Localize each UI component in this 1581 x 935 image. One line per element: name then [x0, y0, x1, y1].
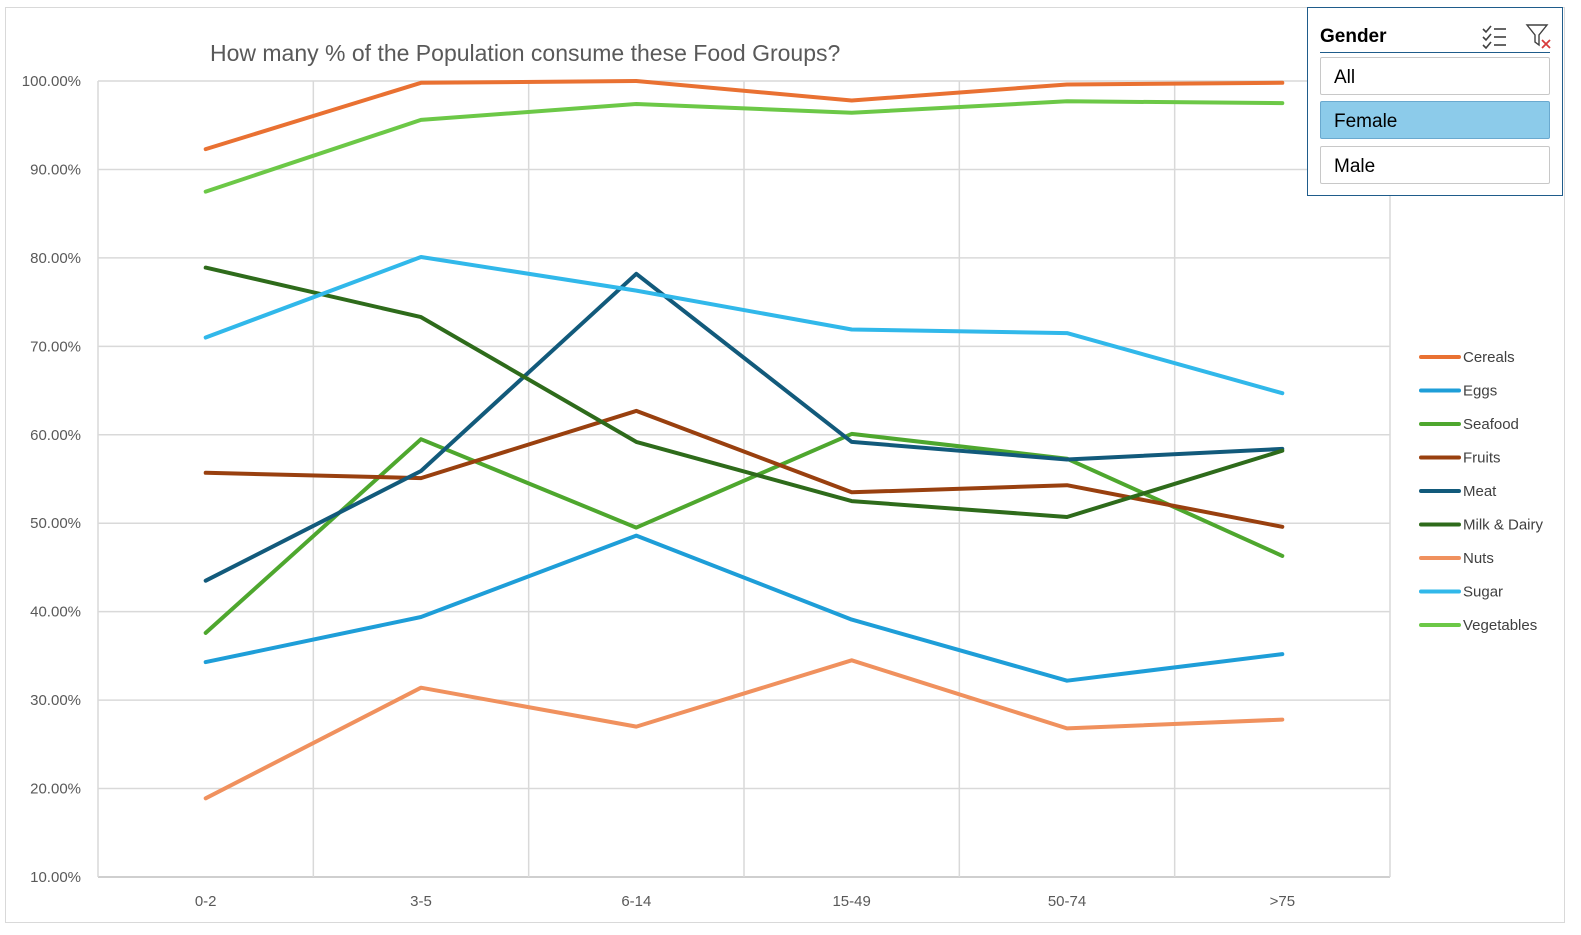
y-tick-label: 100.00%	[22, 73, 81, 90]
y-tick-label: 30.00%	[30, 692, 81, 709]
x-tick-label: 50-74	[1048, 893, 1086, 910]
series-line-fruits	[203, 408, 1285, 529]
y-tick-label: 40.00%	[30, 604, 81, 621]
legend: Cereals Eggs Seafood Fruits Meat Milk & Dairy…	[1419, 349, 1544, 634]
legend-label: Nuts	[1463, 550, 1494, 567]
legend-label: Meat	[1463, 483, 1497, 500]
slicer-item-male[interactable]: Male	[1320, 146, 1550, 184]
x-tick-label: 3-5	[410, 893, 432, 910]
series-line-nuts	[203, 658, 1285, 801]
slicer-header: Gender	[1320, 18, 1553, 53]
y-tick-label: 50.00%	[30, 515, 81, 532]
legend-label: Sugar	[1463, 584, 1503, 601]
slicer-item-all[interactable]: All	[1320, 57, 1550, 95]
gridlines	[97, 80, 1391, 878]
gender-slicer: Gender All Female Male	[1307, 7, 1563, 196]
x-tick-label: 6-14	[621, 893, 651, 910]
series-lines	[203, 79, 1285, 801]
x-axis-ticks: 0-2 3-5 6-14 15-49 50-74 >75	[195, 893, 1295, 910]
series-line-vegetables	[203, 99, 1285, 194]
y-tick-label: 60.00%	[30, 427, 81, 444]
y-axis-ticks: 10.00% 20.00% 30.00% 40.00% 50.00% 60.00% 70.0…	[22, 73, 81, 886]
y-tick-label: 10.00%	[30, 869, 81, 886]
x-tick-label: >75	[1270, 893, 1295, 910]
series-line-milk-dairy	[203, 265, 1285, 519]
series-line-sugar	[203, 255, 1285, 396]
x-tick-label: 0-2	[195, 893, 217, 910]
legend-label: Eggs	[1463, 383, 1497, 400]
legend-label: Vegetables	[1463, 617, 1537, 634]
y-tick-label: 90.00%	[30, 161, 81, 178]
slicer-item-female[interactable]: Female	[1320, 101, 1550, 139]
series-line-meat	[203, 271, 1285, 583]
legend-label: Fruits	[1463, 450, 1501, 467]
slicer-title: Gender	[1320, 26, 1387, 47]
legend-label: Cereals	[1463, 349, 1515, 366]
multi-select-icon[interactable]	[1480, 23, 1508, 50]
series-line-cereals	[203, 79, 1285, 152]
y-tick-label: 20.00%	[30, 781, 81, 798]
chart-title: How many % of the Population consume the…	[210, 40, 840, 66]
x-tick-label: 15-49	[832, 893, 870, 910]
y-tick-label: 70.00%	[30, 338, 81, 355]
clear-filter-icon[interactable]	[1525, 23, 1553, 49]
series-line-seafood	[203, 431, 1285, 635]
legend-label: Milk & Dairy	[1463, 517, 1544, 534]
legend-label: Seafood	[1463, 416, 1519, 433]
y-tick-label: 80.00%	[30, 250, 81, 267]
series-line-eggs	[203, 533, 1285, 683]
